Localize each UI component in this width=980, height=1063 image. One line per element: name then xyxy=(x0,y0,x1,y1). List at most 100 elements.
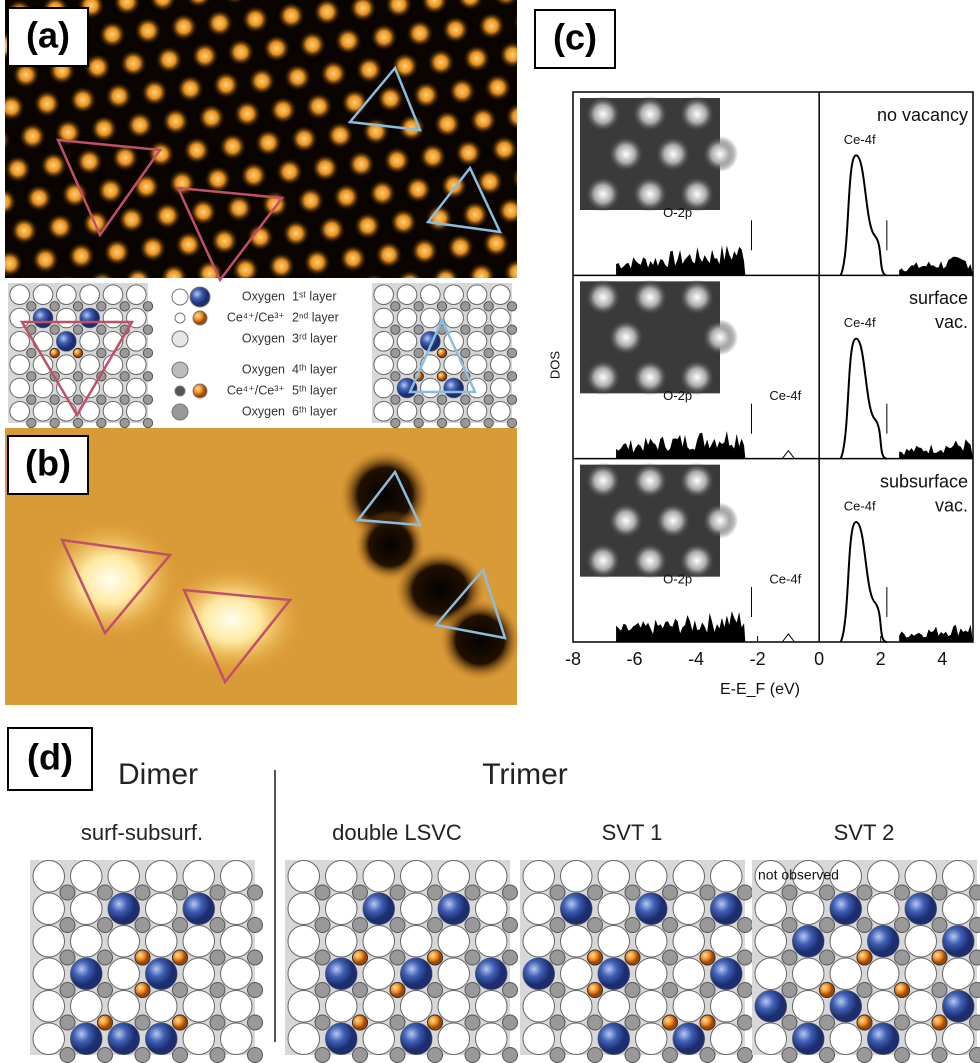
oxygen xyxy=(325,860,358,893)
legend-layer: 1ˢᵗ layer xyxy=(292,289,337,303)
oxygen xyxy=(904,957,937,990)
gray-atom xyxy=(49,301,60,312)
gray-atom xyxy=(247,949,263,966)
ce-atom xyxy=(587,982,603,998)
oxygen xyxy=(867,990,900,1023)
oxygen xyxy=(287,892,320,925)
gray-atom xyxy=(624,1014,641,1031)
gray-atom xyxy=(969,949,980,966)
gray-atom xyxy=(314,1014,331,1031)
oxygen xyxy=(437,925,470,958)
oxygen xyxy=(437,990,470,1023)
bright-blob xyxy=(40,520,180,640)
legend-layer: 3ʳᵈ layer xyxy=(292,331,337,345)
oxygen xyxy=(420,377,441,399)
oxygen xyxy=(70,990,103,1023)
oxygen xyxy=(126,284,147,305)
model-note: not observed xyxy=(758,867,839,883)
oxygen xyxy=(373,354,394,375)
ce-atom xyxy=(931,1014,948,1031)
oxygen xyxy=(396,307,418,329)
oxygen xyxy=(56,401,77,422)
gray-atom xyxy=(389,1047,406,1063)
oxygen xyxy=(597,860,630,893)
gray-atom xyxy=(49,417,60,429)
oxygen xyxy=(437,860,470,893)
gray-atom xyxy=(59,949,76,966)
inset-blob xyxy=(679,359,715,396)
oxygen xyxy=(400,990,433,1023)
legend-swatch xyxy=(171,361,189,379)
gray-atom xyxy=(549,917,566,933)
gray-atom xyxy=(460,301,471,312)
gray-atom xyxy=(894,949,910,966)
oxygen xyxy=(9,354,30,375)
gray-atom xyxy=(856,1047,873,1063)
gray-atom xyxy=(59,917,76,933)
oxygen xyxy=(490,331,511,352)
gray-atom xyxy=(72,394,84,405)
legend-swatch xyxy=(171,288,189,306)
gray-atom xyxy=(464,949,481,966)
ce4f-unocc xyxy=(899,256,973,276)
gray-atom xyxy=(59,1014,76,1031)
oxygen xyxy=(792,990,825,1023)
gray-atom xyxy=(464,982,481,998)
gray-atom xyxy=(413,347,424,359)
blue-atom xyxy=(710,893,742,925)
oxygen xyxy=(362,1022,395,1055)
ce-atom xyxy=(819,982,835,998)
gray-atom xyxy=(502,917,518,933)
oxygen xyxy=(672,925,705,958)
gray-atom xyxy=(389,949,406,966)
oxygen xyxy=(220,860,253,893)
oxygen xyxy=(754,925,787,958)
inset-blob xyxy=(679,96,715,132)
oxygen xyxy=(672,957,705,990)
oxygen xyxy=(443,307,464,329)
gray-atom xyxy=(389,884,406,901)
blue-atom xyxy=(438,893,470,925)
gray-atom xyxy=(96,301,107,312)
blue-atom xyxy=(145,958,177,990)
gray-atom xyxy=(142,371,154,382)
gray-atom xyxy=(49,394,60,405)
legend-swatch xyxy=(192,310,208,326)
gray-atom xyxy=(460,324,471,335)
ce4f-label: Ce-4f xyxy=(844,315,876,330)
oxygen xyxy=(560,925,593,958)
gray-atom xyxy=(819,917,835,933)
blue-atom xyxy=(905,893,937,925)
gap-state xyxy=(781,449,795,459)
oxygen xyxy=(635,860,668,893)
x-tick-label: 4 xyxy=(937,649,947,669)
gray-atom xyxy=(737,982,753,998)
inset-blob xyxy=(702,319,738,356)
gap-state xyxy=(781,633,795,643)
oxygen xyxy=(9,401,30,422)
gray-atom xyxy=(142,324,154,335)
gray-atom xyxy=(549,949,566,966)
gray-atom xyxy=(781,1047,798,1063)
gray-atom xyxy=(172,917,188,933)
triangles-b xyxy=(59,469,507,685)
oxygen xyxy=(710,925,743,958)
oxygen xyxy=(362,860,395,893)
inset-blob xyxy=(679,462,715,499)
gray-atom xyxy=(549,982,566,998)
blue-atom xyxy=(475,958,507,990)
oxygen xyxy=(126,331,147,352)
ce-atom xyxy=(427,949,443,966)
ce-atom xyxy=(389,982,406,998)
oxygen xyxy=(107,925,140,958)
gray-atom xyxy=(894,917,910,933)
oxygen xyxy=(597,925,630,958)
oxygen xyxy=(466,331,488,352)
oxygen xyxy=(32,377,54,399)
oxygen xyxy=(400,925,433,958)
oxygen xyxy=(70,892,103,925)
gray-atom xyxy=(134,1047,151,1063)
gray-atom xyxy=(856,917,873,933)
oxygen xyxy=(182,957,215,990)
ce4f-peak xyxy=(839,154,888,277)
